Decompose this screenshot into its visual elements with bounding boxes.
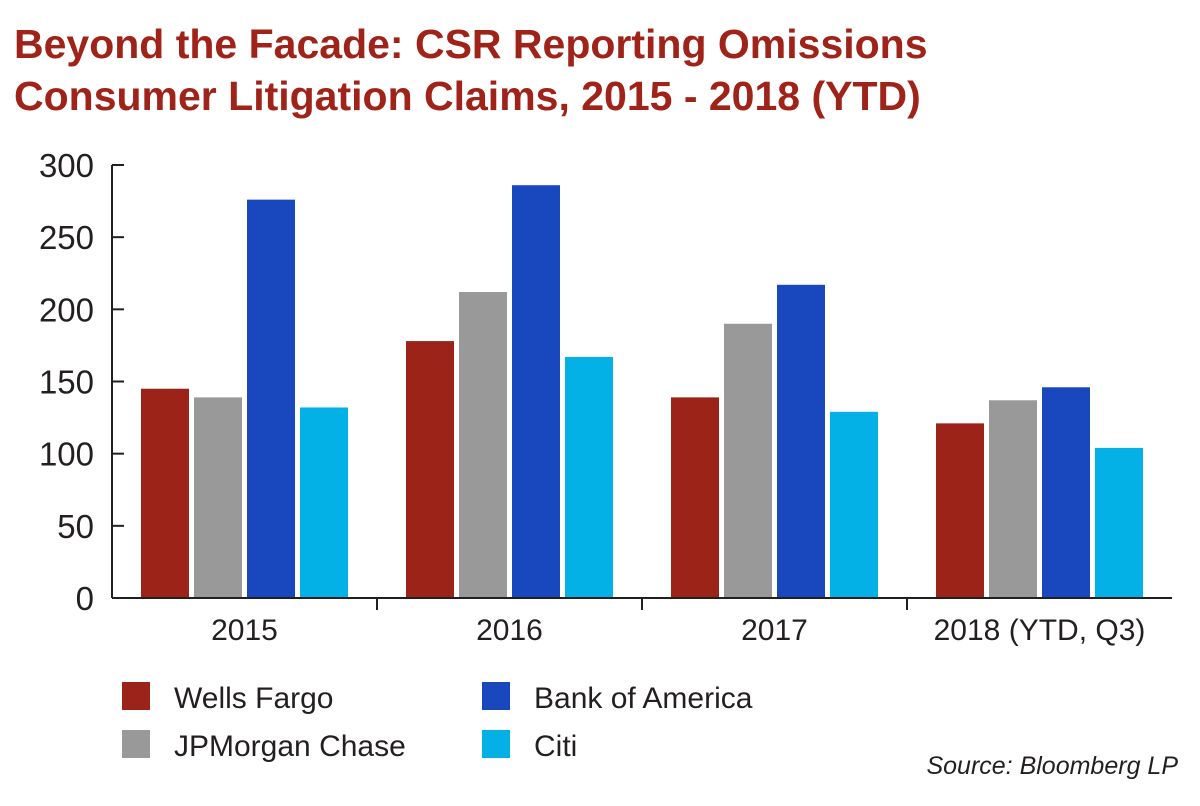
bar-bank-of-america (1042, 387, 1090, 598)
legend-swatch-wells-fargo (122, 682, 150, 710)
y-tick-label: 0 (76, 580, 94, 617)
y-tick-label: 250 (39, 219, 94, 256)
x-axis: 2015 2016 2017 2018 (YTD, Q3) (112, 597, 1172, 647)
x-category-label: 2016 (476, 614, 543, 647)
bar-bank-of-america (512, 185, 560, 598)
x-category-label: 2017 (741, 614, 808, 647)
legend-label-wells-fargo: Wells Fargo (174, 682, 334, 715)
legend: Wells Fargo JPMorgan Chase Bank of America… (122, 682, 753, 763)
y-tick-label: 200 (39, 291, 94, 328)
legend-swatch-citi (482, 730, 510, 758)
bar-citi (830, 411, 878, 598)
bar-jpmorgan-chase (459, 292, 507, 598)
chart-title: Beyond the Facade: CSR Reporting Omissio… (14, 18, 1194, 122)
legend-swatch-bank-of-america (482, 682, 510, 710)
bar-wells-fargo (406, 341, 454, 598)
source-note: Source: Bloomberg LP (926, 752, 1178, 780)
bar-jpmorgan-chase (724, 323, 772, 598)
chart-title-line-1: Beyond the Facade: CSR Reporting Omissio… (14, 21, 928, 67)
bar-jpmorgan-chase (194, 397, 242, 598)
bar-citi (300, 407, 348, 598)
x-category-label: 2018 (YTD, Q3) (934, 614, 1146, 647)
bar-bank-of-america (777, 284, 825, 598)
y-tick-label: 150 (39, 364, 94, 401)
bars (141, 185, 1143, 598)
bar-jpmorgan-chase (989, 400, 1037, 598)
legend-label-citi: Citi (534, 730, 577, 763)
bar-wells-fargo (671, 397, 719, 598)
x-category-label: 2015 (211, 614, 278, 647)
y-axis: 0 50 100 150 200 250 300 (39, 147, 124, 617)
y-tick-label: 300 (39, 147, 94, 184)
legend-label-jpmorgan-chase: JPMorgan Chase (174, 730, 406, 763)
bar-citi (565, 356, 613, 598)
y-tick-label: 50 (57, 508, 94, 545)
bar-citi (1095, 447, 1143, 598)
chart-title-line-2: Consumer Litigation Claims, 2015 - 2018 … (14, 73, 921, 119)
bar-wells-fargo (936, 423, 984, 598)
legend-label-bank-of-america: Bank of America (534, 682, 753, 715)
bar-wells-fargo (141, 388, 189, 598)
legend-swatch-jpmorgan-chase (122, 730, 150, 758)
bar-bank-of-america (247, 199, 295, 598)
y-tick-label: 100 (39, 436, 94, 473)
